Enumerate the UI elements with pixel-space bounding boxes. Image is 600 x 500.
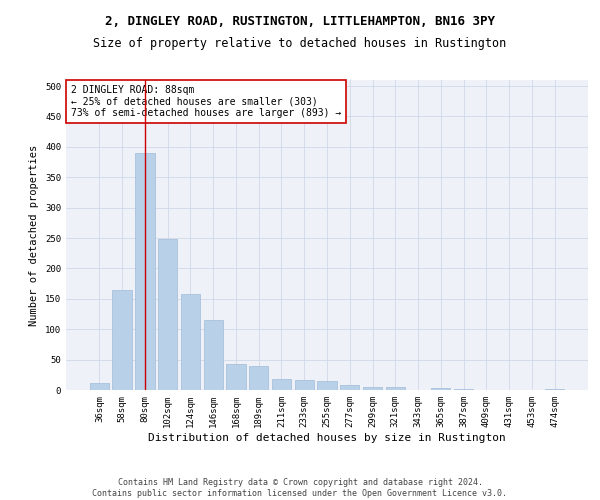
Bar <box>340 384 359 390</box>
Bar <box>272 379 291 390</box>
Bar <box>363 387 382 390</box>
X-axis label: Distribution of detached houses by size in Rustington: Distribution of detached houses by size … <box>148 432 506 442</box>
Bar <box>386 387 405 390</box>
Bar <box>203 320 223 390</box>
Bar <box>317 382 337 390</box>
Bar <box>90 382 109 390</box>
Bar <box>295 380 314 390</box>
Bar <box>226 364 245 390</box>
Text: Size of property relative to detached houses in Rustington: Size of property relative to detached ho… <box>94 38 506 51</box>
Text: 2, DINGLEY ROAD, RUSTINGTON, LITTLEHAMPTON, BN16 3PY: 2, DINGLEY ROAD, RUSTINGTON, LITTLEHAMPT… <box>105 15 495 28</box>
Bar <box>135 153 155 390</box>
Bar <box>545 389 564 390</box>
Bar <box>112 290 132 390</box>
Y-axis label: Number of detached properties: Number of detached properties <box>29 144 40 326</box>
Text: Contains HM Land Registry data © Crown copyright and database right 2024.
Contai: Contains HM Land Registry data © Crown c… <box>92 478 508 498</box>
Bar <box>454 389 473 390</box>
Bar <box>181 294 200 390</box>
Bar <box>158 240 178 390</box>
Bar <box>249 366 268 390</box>
Bar <box>431 388 451 390</box>
Text: 2 DINGLEY ROAD: 88sqm
← 25% of detached houses are smaller (303)
73% of semi-det: 2 DINGLEY ROAD: 88sqm ← 25% of detached … <box>71 84 341 118</box>
